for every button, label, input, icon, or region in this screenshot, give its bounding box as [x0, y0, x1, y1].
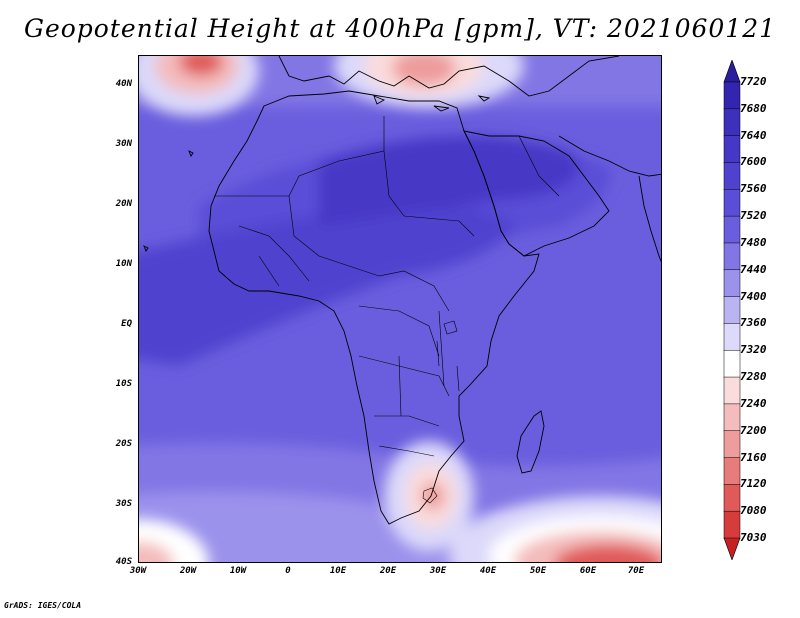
colorbar-segment	[723, 430, 741, 459]
lat-label: 10S	[115, 379, 132, 389]
border-vertical-1	[398, 355, 402, 417]
colorbar	[723, 60, 741, 560]
low-southeast-core	[554, 544, 661, 562]
lon-label: 30W	[129, 566, 147, 576]
colorbar-segment	[723, 457, 741, 486]
lon-label: 60E	[579, 566, 597, 576]
field-high-core-west	[139, 203, 519, 366]
colorbar-label: 7200	[740, 423, 767, 437]
lon-label: 10E	[329, 566, 347, 576]
border-vertical-2	[438, 310, 445, 387]
border-arabia	[518, 135, 560, 197]
lon-label: 10W	[229, 566, 247, 576]
lat-label: 10N	[115, 259, 132, 269]
colorbar-segment	[723, 403, 741, 432]
colorbar-label: 7080	[740, 504, 767, 518]
lon-label: 50E	[529, 566, 547, 576]
island-cape-verde	[143, 245, 149, 252]
low-southwest-core	[139, 542, 174, 562]
border-north-1	[214, 150, 385, 197]
europe-coastline	[278, 56, 620, 97]
colorbar-label: 7320	[740, 343, 767, 357]
colorbar-segment	[723, 269, 741, 298]
lon-label: 70E	[627, 566, 645, 576]
border-south-2	[378, 445, 435, 457]
colorbar-segment	[723, 242, 741, 271]
colorbar-segment	[723, 135, 741, 164]
colorbar-label: 7720	[740, 75, 767, 88]
low-balkans-core	[392, 56, 456, 86]
lon-label: 0	[285, 566, 291, 576]
colorbar-label: 7560	[740, 182, 767, 196]
lat-label: 30S	[115, 499, 132, 509]
lat-label: 20S	[115, 439, 132, 449]
lat-label: 40N	[115, 79, 132, 89]
arabia-coastline	[463, 130, 610, 257]
border-sudan	[403, 215, 475, 237]
colorbar-segment	[723, 189, 741, 217]
colorbar-label: 7120	[740, 477, 767, 491]
border-west-1	[238, 225, 310, 282]
colorbar-segment	[723, 215, 741, 244]
colorbar-top-triangle	[723, 60, 741, 83]
colorbar-label: 7360	[740, 316, 767, 330]
colorbar-segment	[723, 349, 741, 378]
colorbar-segment	[723, 296, 741, 325]
colorbar-segment	[723, 162, 741, 191]
border-egypt-libya	[383, 116, 405, 217]
colorbar-segment	[723, 376, 741, 405]
colorbar-segment	[723, 108, 741, 137]
lake-victoria	[443, 320, 458, 335]
colorbar-segment	[723, 484, 741, 512]
colorbar-label: 7160	[740, 450, 767, 464]
colorbar-segment	[723, 323, 741, 351]
chart-title: Geopotential Height at 400hPa [gpm], VT:…	[23, 14, 777, 43]
colorbar-label: 7440	[740, 262, 767, 276]
low-south-africa-core	[421, 482, 445, 510]
border-central-2	[358, 305, 440, 357]
border-north-2	[288, 195, 350, 267]
lake-malawi	[456, 365, 460, 392]
country-borders	[214, 116, 560, 504]
colorbar-label: 7520	[740, 209, 767, 223]
border-lesotho	[422, 487, 438, 504]
border-central-1	[348, 265, 450, 312]
madagascar-coastline	[516, 410, 545, 474]
lat-label: EQ	[121, 319, 132, 329]
colorbar-label: 7280	[740, 370, 767, 384]
island-canary	[188, 150, 194, 157]
colorbar-bottom-triangle	[723, 537, 741, 560]
lat-label: 40S	[115, 557, 132, 567]
coastlines	[143, 56, 661, 525]
colorbar-label: 7640	[740, 128, 767, 142]
map-frame[interactable]	[138, 55, 662, 563]
colorbar-label: 7400	[740, 289, 767, 303]
colorbar-segment	[723, 510, 741, 539]
island-cyprus	[477, 95, 491, 102]
india-coastline	[638, 175, 661, 263]
island-sicily	[373, 95, 386, 105]
low-iberia-core	[179, 56, 223, 76]
lon-label: 30E	[429, 566, 447, 576]
border-south-1	[374, 415, 440, 427]
persian-gulf-coastline	[558, 135, 661, 177]
lat-label: 20N	[115, 199, 132, 209]
field-high-core-north	[319, 135, 579, 226]
colorbar-label: 7600	[740, 155, 767, 169]
lon-label: 20W	[179, 566, 197, 576]
colorbar-label: 7030	[740, 531, 767, 544]
credit-text: GrADS: IGES/COLA	[4, 601, 82, 610]
border-west-2	[258, 255, 280, 287]
lon-label: 20E	[379, 566, 397, 576]
colorbar-label: 7240	[740, 396, 767, 410]
island-crete	[433, 105, 450, 112]
lake-tanganyika	[436, 340, 440, 367]
lon-label: 40E	[479, 566, 497, 576]
colorbar-label: 7680	[740, 101, 767, 115]
map-area[interactable]	[139, 56, 662, 563]
colorbar-label: 7480	[740, 235, 767, 249]
colorbar-segment	[723, 81, 741, 110]
lat-label: 30N	[115, 139, 132, 149]
